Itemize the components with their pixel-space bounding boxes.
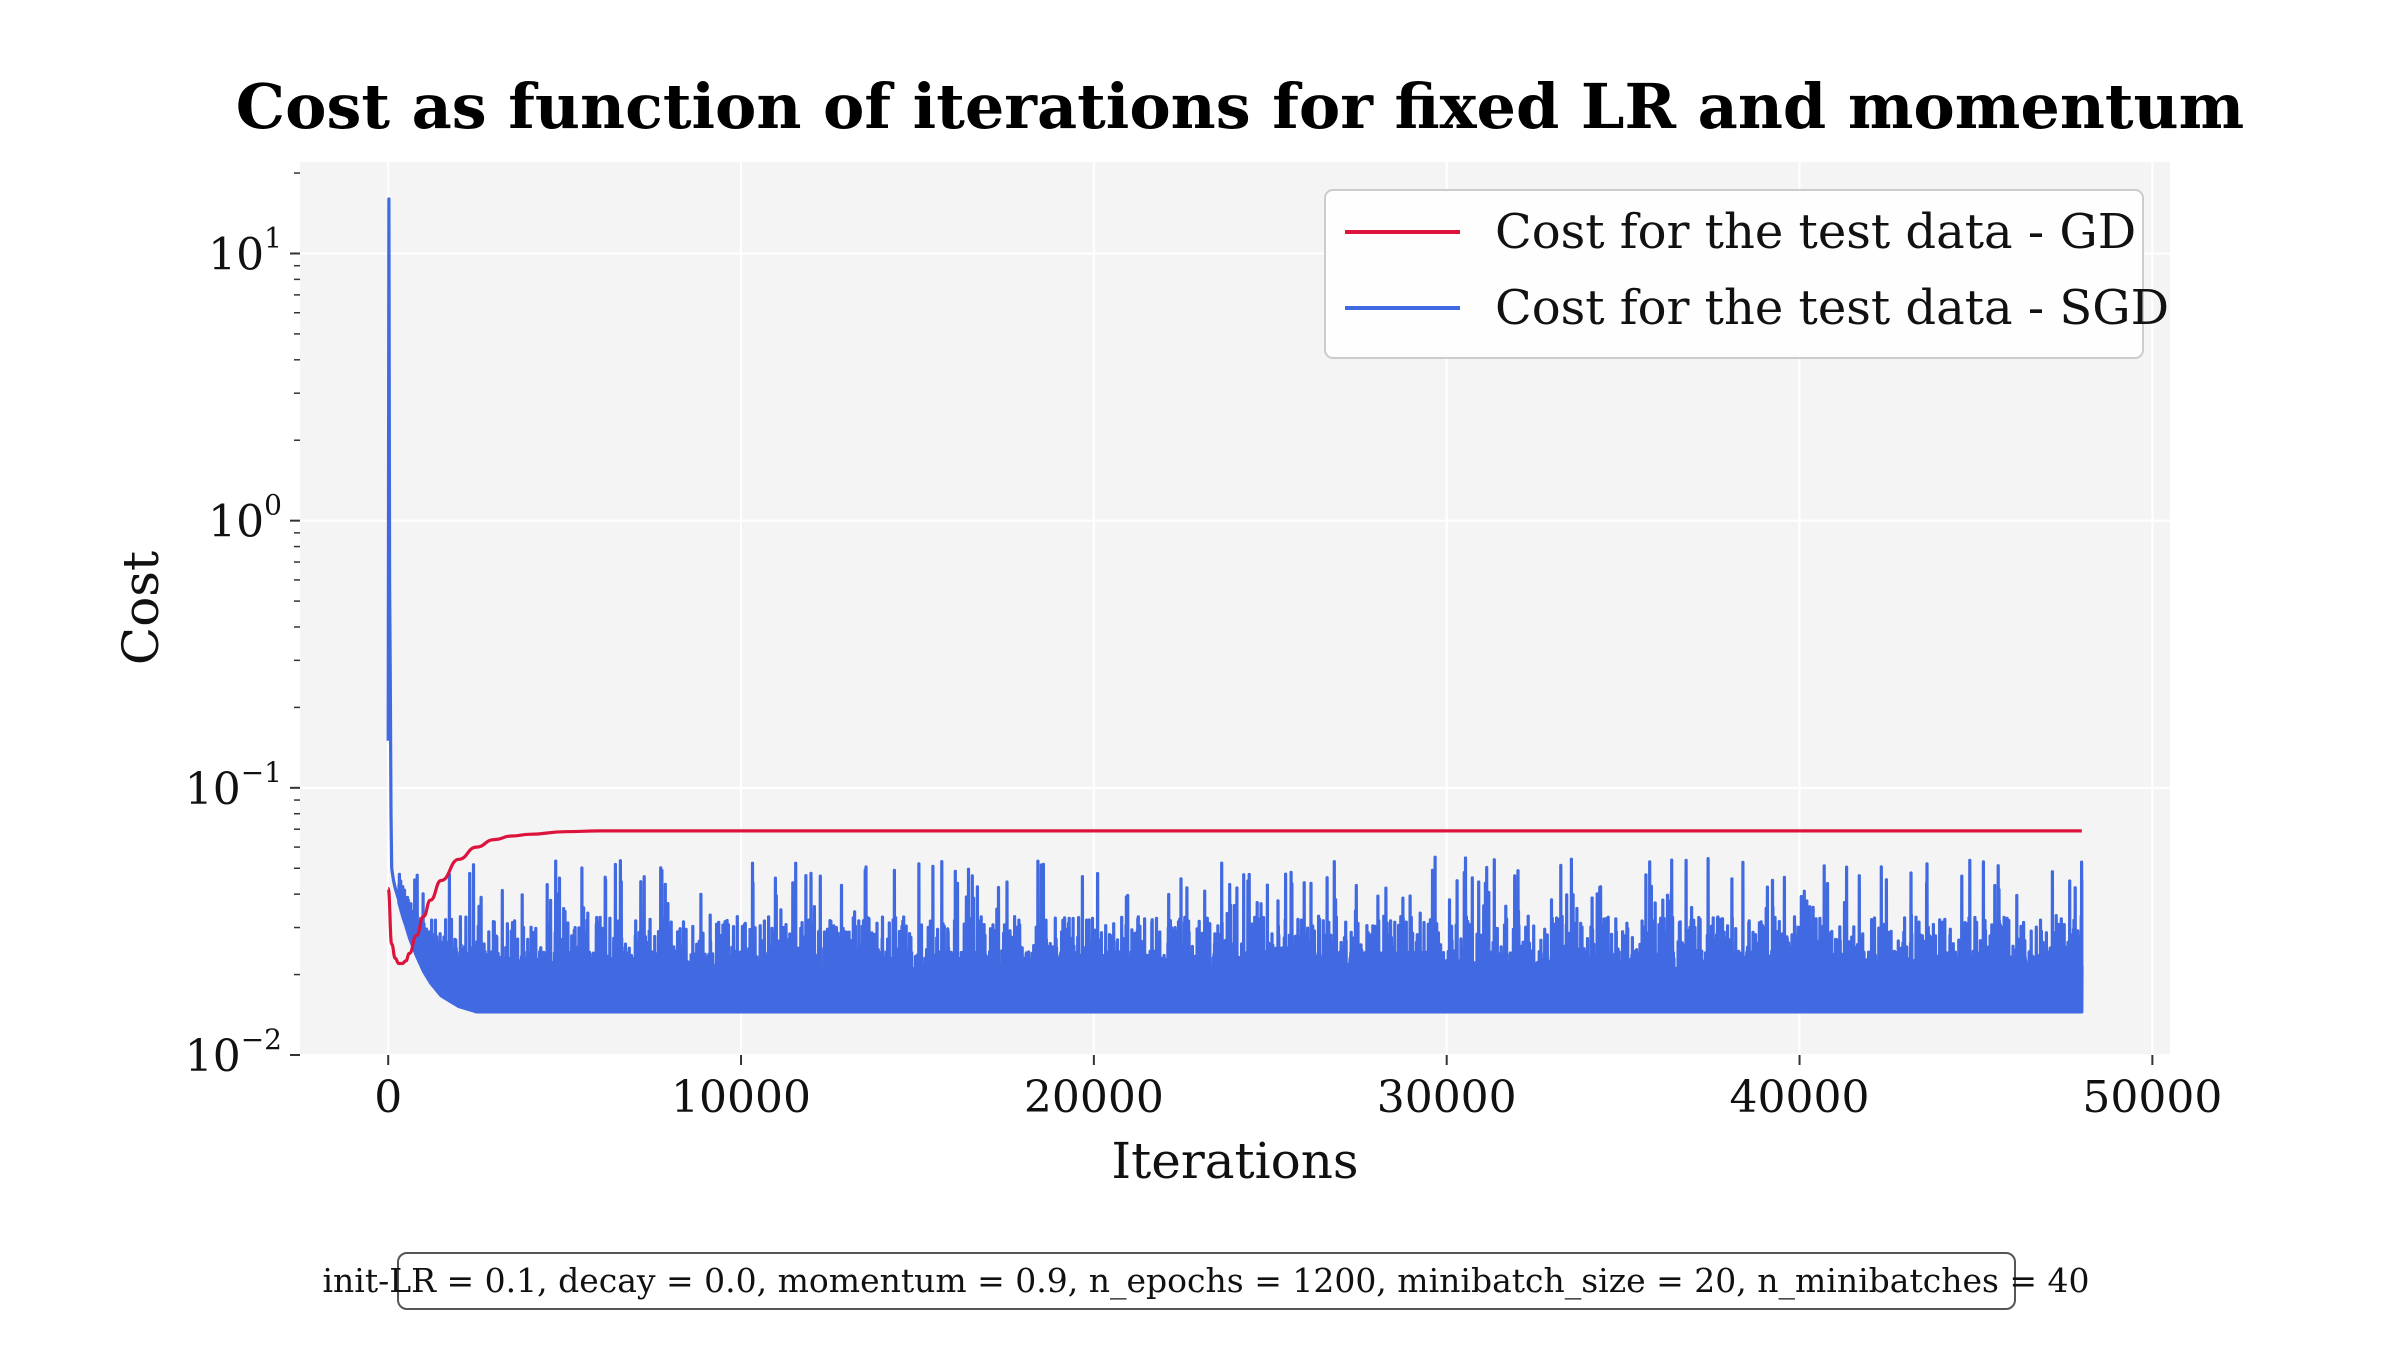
x-tick-label: 50000 xyxy=(2082,1072,2222,1123)
x-tick-label: 10000 xyxy=(671,1072,811,1123)
series-band-sgd xyxy=(476,971,2082,1012)
legend-box xyxy=(1324,189,2144,359)
caption-text: init-LR = 0.1, decay = 0.0, momentum = 0… xyxy=(322,1261,2089,1301)
caption-frame xyxy=(397,1252,2016,1310)
caption-box: init-LR = 0.1, decay = 0.0, momentum = 0… xyxy=(322,1252,2090,1310)
x-tick-label: 20000 xyxy=(1024,1072,1164,1123)
y-tick-label: 100 xyxy=(208,489,282,548)
x-axis-ticks: 0 10000 20000 30000 40000 50000 xyxy=(374,1055,2222,1123)
y-tick-label: 10−2 xyxy=(185,1023,282,1082)
chart-title: Cost as function of iterations for fixed… xyxy=(236,70,2244,143)
legend: Cost for the test data - GD Cost for the… xyxy=(1324,189,2169,359)
x-tick-label: 30000 xyxy=(1377,1072,1517,1123)
x-tick-label: 0 xyxy=(374,1072,402,1123)
y-axis-ticks: 10−2 10−1 100 101 xyxy=(185,172,300,1082)
legend-label-gd: Cost for the test data - GD xyxy=(1495,204,2136,260)
y-axis-label: Cost xyxy=(112,551,170,665)
y-tick-label: 101 xyxy=(208,221,282,280)
x-tick-label: 40000 xyxy=(1730,1072,1870,1123)
series-layer xyxy=(386,197,2084,1014)
legend-label-sgd: Cost for the test data - SGD xyxy=(1495,280,2169,336)
series-line-gd xyxy=(386,829,2082,966)
y-tick-label: 10−1 xyxy=(185,756,282,815)
x-axis-label: Iterations xyxy=(1111,1132,1358,1190)
